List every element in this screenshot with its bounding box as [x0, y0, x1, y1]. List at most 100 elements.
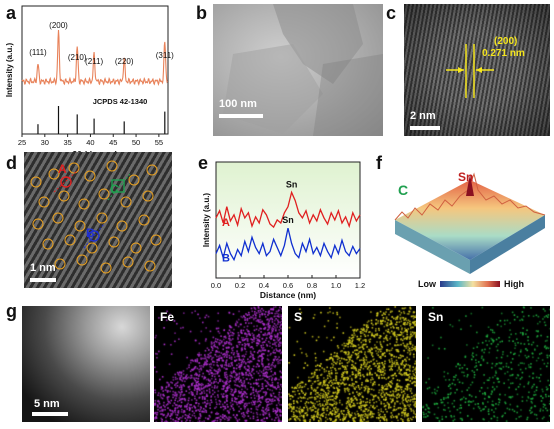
x-tick-label: 0.4: [259, 281, 269, 290]
atom-circle: [74, 220, 86, 232]
atom-circle: [30, 176, 42, 188]
scale-text-d: 1 nm: [30, 262, 56, 274]
series-label-a: A: [222, 217, 230, 229]
x-tick-label: 1.2: [355, 281, 365, 290]
x-tick-label: 40: [86, 138, 94, 147]
marker-a-line: [53, 169, 79, 193]
x-tick-label: 0.2: [235, 281, 245, 290]
atom-circle: [64, 234, 76, 246]
atom-circle: [86, 242, 98, 254]
peak-label: (210): [68, 53, 87, 62]
scale-text-g: 5 nm: [34, 398, 60, 410]
y-axis-label: Intensity (a.u.): [202, 193, 211, 248]
panel-letter-f: f: [376, 153, 382, 173]
map-label-fe: Fe: [160, 310, 175, 324]
panel-letter-a: a: [6, 3, 17, 23]
atom-circle: [128, 174, 140, 186]
peak-label: (220): [115, 57, 134, 66]
scale-bar-g: [32, 412, 68, 416]
x-tick-label: 1.0: [331, 281, 341, 290]
haadf-image-d: A B C 1 nm: [24, 152, 172, 288]
peak-label: (111): [29, 48, 47, 57]
peak-label: (311): [156, 51, 174, 60]
atom-circle: [76, 254, 88, 266]
atom-circle: [84, 170, 96, 182]
map-label-sn: Sn: [428, 310, 444, 324]
atom-circle: [68, 162, 80, 174]
x-tick-label: 50: [132, 138, 140, 147]
atom-circle: [96, 212, 108, 224]
scale-bar-d: [30, 278, 56, 282]
y-axis-label: Intensity (a.u.): [5, 43, 14, 98]
atom-circle: [144, 260, 156, 272]
haadf-image-g: 5 nm: [22, 306, 150, 422]
atom-circle: [48, 168, 60, 180]
atom-circle: [146, 164, 158, 176]
x-tick-label: 55: [155, 138, 163, 147]
peak-label-a: Sn: [286, 179, 298, 189]
marker-label-c: C: [110, 182, 119, 196]
atom-circle: [38, 196, 50, 208]
surface-plot-f: [394, 172, 546, 287]
atom-circle: [122, 256, 134, 268]
atom-markers: [30, 160, 162, 274]
tem-image-b: 100 nm: [213, 4, 383, 136]
atom-circle: [138, 214, 150, 226]
atom-circle: [52, 212, 64, 224]
panel-letter-b: b: [196, 3, 207, 23]
eds-map-sn: [422, 306, 550, 422]
xrd-plot-frame: [21, 5, 169, 135]
atom-circle: [54, 258, 66, 270]
atom-circle: [130, 242, 142, 254]
x-tick-label: 25: [18, 138, 26, 147]
eds-map-s: [288, 306, 416, 422]
panel-letter-d: d: [6, 153, 17, 173]
scale-text-c: 2 nm: [410, 110, 436, 122]
x-axis-label: Distance (nm): [260, 290, 316, 300]
label-sn-surface: Sn: [458, 170, 474, 184]
xrd-pattern-line: [21, 30, 169, 87]
peak-label-b: Sn: [282, 215, 294, 225]
marker-a-circle: [60, 176, 72, 188]
series-label-b: B: [222, 253, 230, 265]
colorbar-low-label: Low: [418, 279, 436, 289]
peak-label: (211): [85, 57, 103, 66]
map-label-s: S: [294, 310, 303, 324]
marker-c-square: [111, 179, 125, 193]
marker-label-a: A: [58, 162, 67, 176]
peak-label: (200): [49, 21, 68, 30]
atom-circle: [142, 190, 154, 202]
atom-circle: [98, 188, 110, 200]
marker-c-line: [107, 173, 131, 201]
x-tick-label: 35: [63, 138, 71, 147]
profile-line-a: [215, 190, 361, 229]
atom-circle: [100, 262, 112, 274]
reference-name: JCPDS 42-1340: [93, 97, 148, 106]
atom-circle: [58, 190, 70, 202]
panel-letter-c: c: [386, 3, 397, 23]
x-tick-label: 45: [109, 138, 117, 147]
x-tick-label: 30: [41, 138, 49, 147]
tem-sheet-shapes: [223, 4, 383, 136]
marker-label-b: B: [86, 226, 95, 240]
atom-circle: [116, 220, 128, 232]
atom-circle: [120, 196, 132, 208]
label-c-surface: C: [398, 182, 409, 198]
panel-letter-g: g: [6, 301, 17, 321]
profile-line-b: [215, 227, 361, 262]
x-tick-label: 0.8: [307, 281, 317, 290]
scale-bar-c: [410, 126, 440, 130]
hrtem-image-c: (200) 0.271 nm 2 nm: [404, 4, 550, 136]
panel-letter-e: e: [198, 153, 209, 173]
atom-circle: [42, 238, 54, 250]
colorbar-high-label: High: [504, 279, 524, 289]
scale-text-b: 100 nm: [219, 98, 257, 110]
eds-map-fe: [154, 306, 282, 422]
atom-circle: [78, 198, 90, 210]
marker-b-line: [83, 223, 105, 249]
plane-label: (200): [494, 36, 518, 47]
x-tick-label: 0.6: [283, 281, 293, 290]
x-tick-label: 0.0: [211, 281, 221, 290]
atom-circle: [32, 218, 44, 230]
